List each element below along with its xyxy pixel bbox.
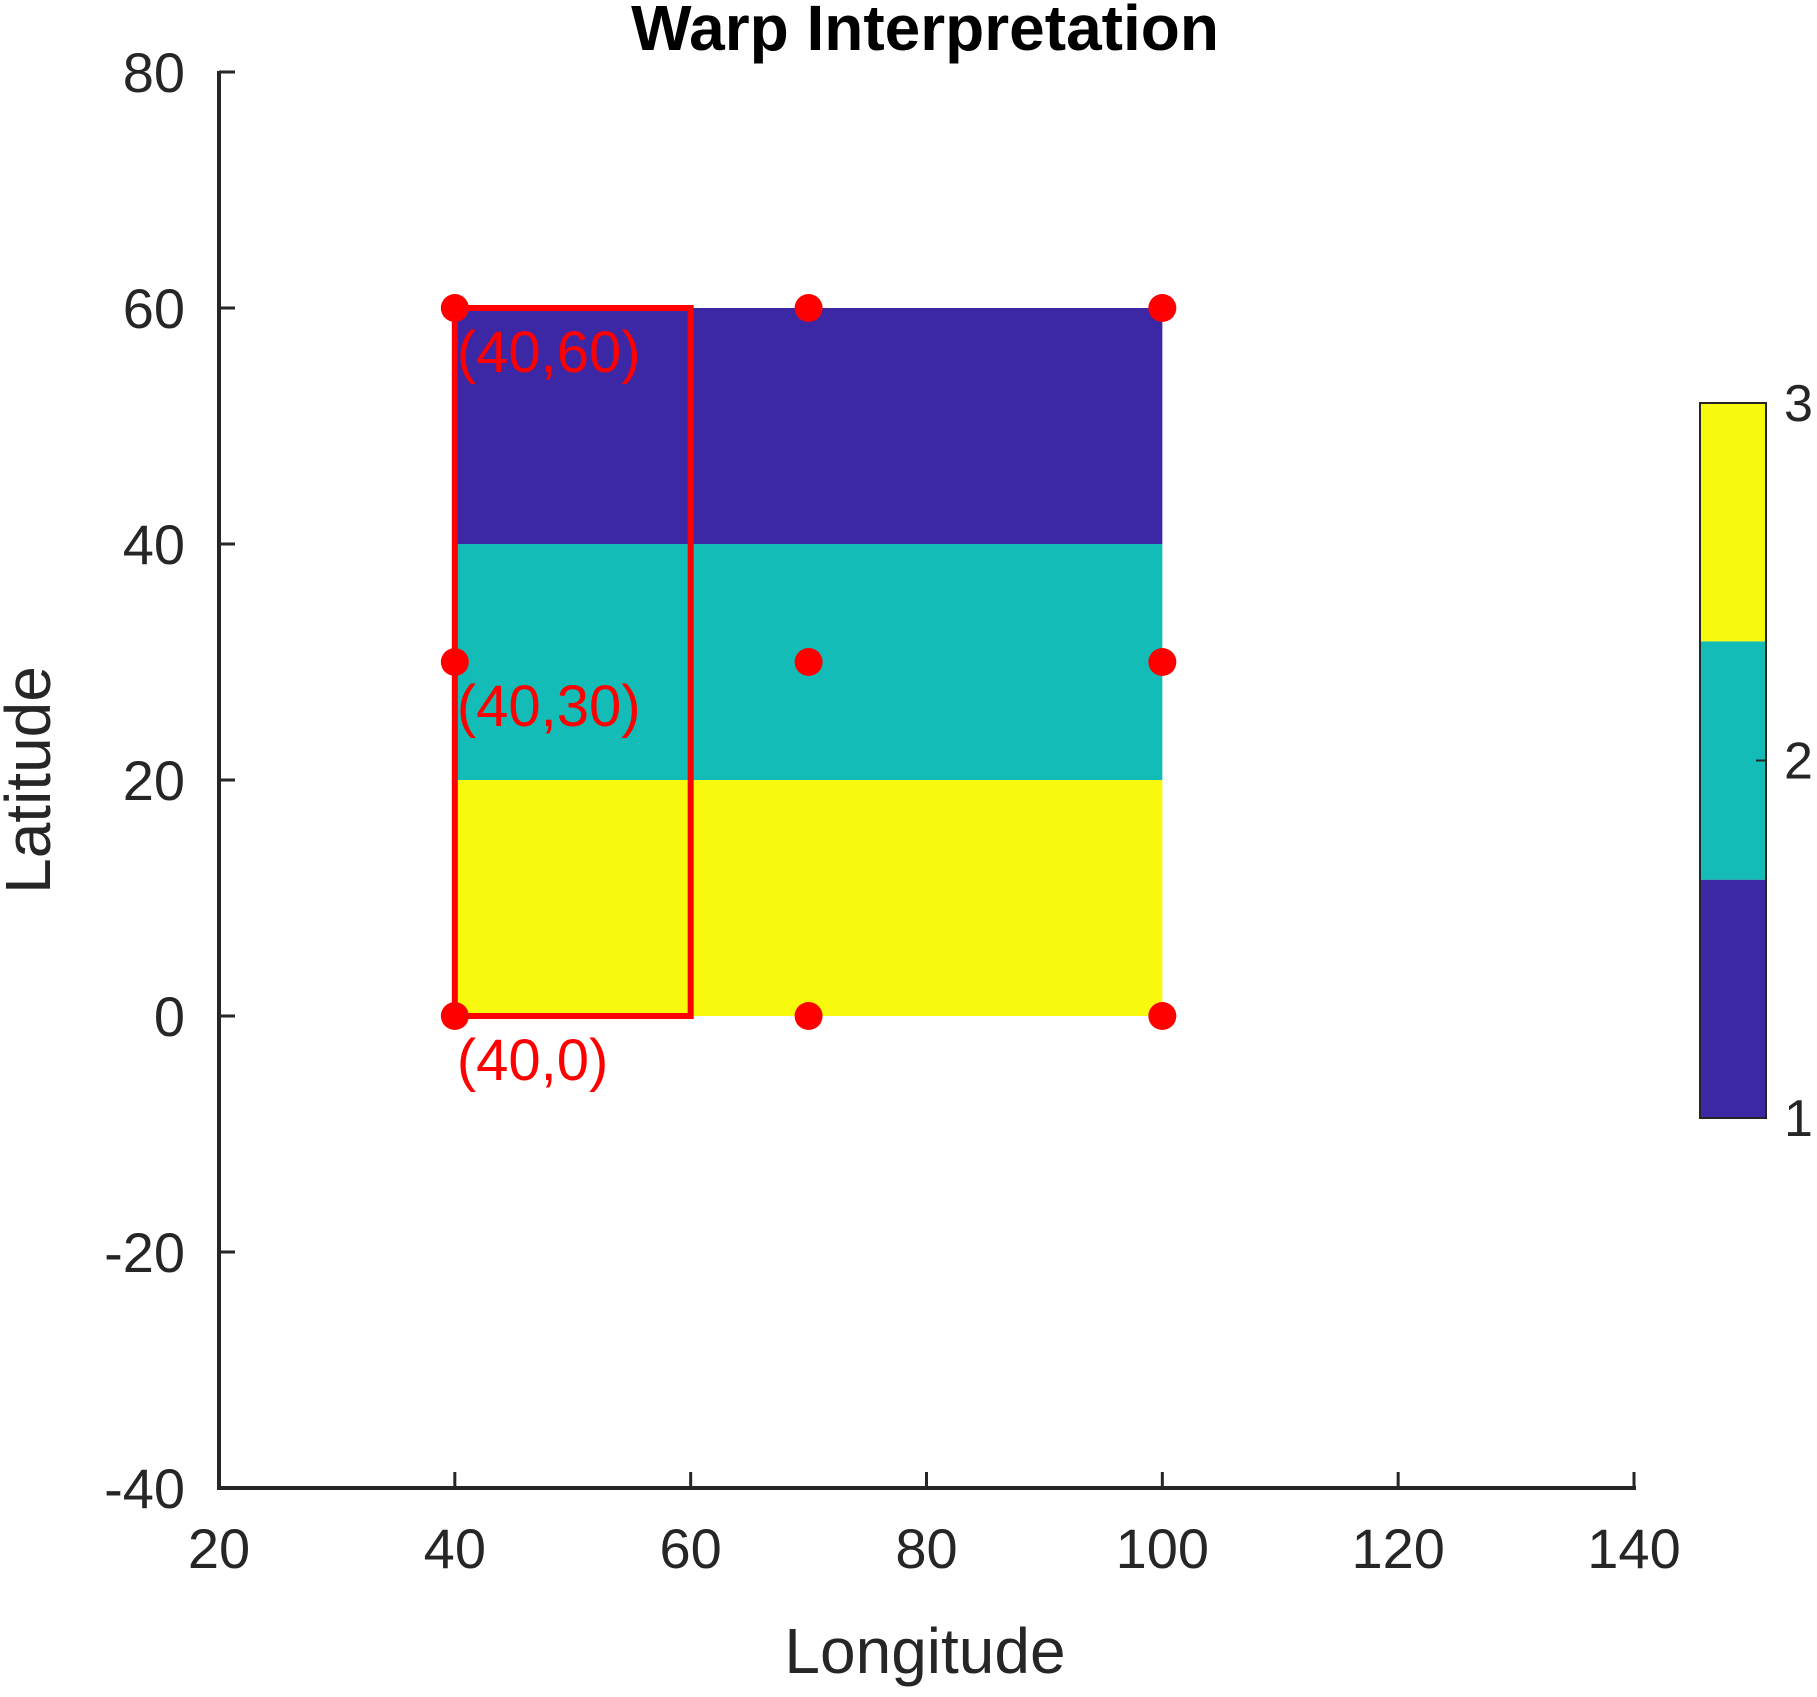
- colorbar-tick-label: 1: [1784, 1090, 1813, 1148]
- y-tick-label: 40: [123, 513, 185, 576]
- axes: 20 40 60 80 100 120 140 -40 -20 0 20 40 60 80: [104, 41, 1681, 1580]
- data-point-6: [440, 1002, 469, 1030]
- x-tick-label: 140: [1587, 1517, 1680, 1580]
- x-tick-label: 20: [188, 1517, 250, 1580]
- colorbar-tick-label: 3: [1784, 375, 1813, 433]
- chart-title: Warp Interpretation: [631, 0, 1219, 64]
- x-tick-label: 40: [424, 1517, 486, 1580]
- annotations-layer: (40,60) (40,30) (40,0): [457, 320, 641, 1093]
- data-point-2: [1148, 294, 1177, 322]
- heatmap-cell-2: [454, 780, 1163, 1016]
- colorbar-tick-label: 2: [1784, 733, 1813, 791]
- x-tick-label: 80: [895, 1517, 957, 1580]
- x-tick-label: 60: [660, 1517, 722, 1580]
- data-point-0: [440, 294, 469, 322]
- y-tick-label: -40: [104, 1457, 185, 1520]
- colorbar-segment-3: [1700, 403, 1766, 642]
- heatmap-cell-0: [454, 308, 1163, 544]
- annotation-label-2: (40,0): [457, 1028, 609, 1093]
- colorbar-segment-2: [1700, 641, 1766, 880]
- y-tick-label: -20: [104, 1221, 185, 1284]
- y-axis-label: Latitude: [0, 666, 64, 894]
- data-point-8: [1148, 1002, 1177, 1030]
- data-point-5: [1148, 648, 1177, 676]
- data-point-3: [440, 648, 469, 676]
- annotation-label-1: (40,30): [457, 674, 641, 739]
- colorbar: 1 2 3: [1699, 375, 1813, 1148]
- y-tick-label: 60: [123, 277, 185, 340]
- y-tick-label: 0: [154, 985, 185, 1048]
- x-axis-label: Longitude: [784, 1615, 1065, 1687]
- colorbar-segment-1: [1700, 879, 1766, 1118]
- annotation-label-0: (40,60): [457, 320, 641, 385]
- data-point-1: [794, 294, 823, 322]
- y-tick-label: 20: [123, 749, 185, 812]
- x-tick-label: 120: [1351, 1517, 1444, 1580]
- data-point-4: [794, 648, 823, 676]
- points-layer: [440, 294, 1177, 1030]
- data-point-7: [794, 1002, 823, 1030]
- y-tick-label: 80: [123, 41, 185, 104]
- x-tick-label: 100: [1116, 1517, 1209, 1580]
